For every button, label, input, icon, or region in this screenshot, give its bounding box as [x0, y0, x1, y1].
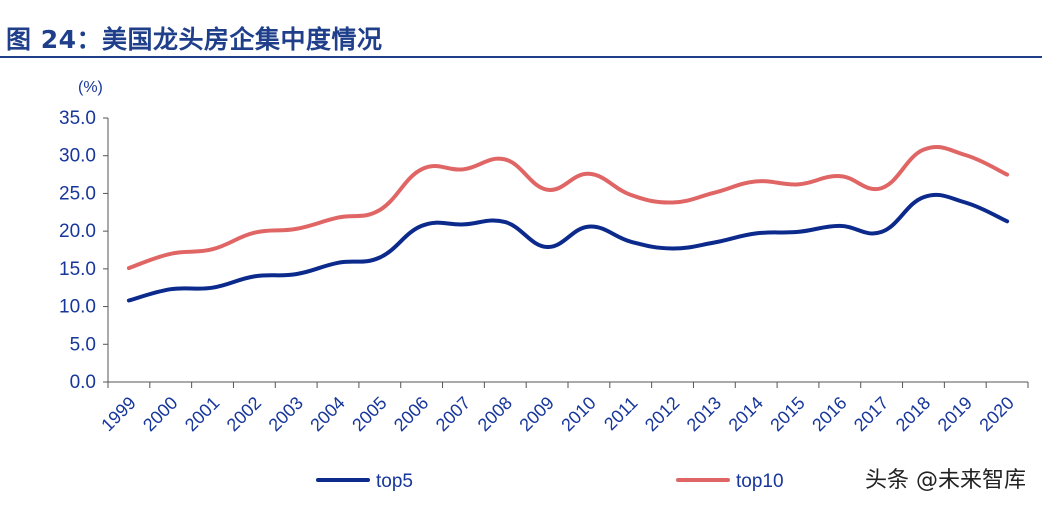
x-tick-label: 2008 — [474, 393, 516, 435]
series-line-top5 — [126, 192, 1010, 303]
watermark: 头条 @未来智库 — [865, 468, 1026, 493]
y-axis-unit-label: (%) — [78, 79, 103, 96]
y-tick-label: 30.0 — [59, 146, 96, 167]
x-axis-ticks: 1999 2000 2001 2002 2003 2004 2005 2006 2007 2008… — [97, 382, 1029, 435]
x-tick-label: 2020 — [975, 393, 1017, 435]
x-tick-label: 2005 — [348, 393, 390, 435]
x-tick-label: 2014 — [725, 393, 767, 435]
x-tick-label: 2002 — [223, 393, 265, 435]
x-tick-label: 2015 — [766, 393, 808, 435]
x-tick-label: 2016 — [808, 393, 850, 435]
legend-label-top5: top5 — [376, 471, 413, 492]
x-tick-label: 2010 — [557, 393, 599, 435]
y-tick-label: 0.0 — [70, 372, 96, 393]
legend-label-top10: top10 — [736, 471, 784, 492]
x-tick-label: 2001 — [181, 393, 223, 435]
x-tick-label: 2006 — [390, 393, 432, 435]
y-tick-label: 35.0 — [59, 108, 96, 129]
y-tick-label: 10.0 — [59, 297, 96, 318]
axes — [107, 118, 1028, 383]
x-tick-label: 2012 — [641, 393, 683, 435]
series-lines — [126, 144, 1010, 303]
x-tick-label: 2018 — [892, 393, 934, 435]
x-tick-label: 2007 — [432, 393, 474, 435]
y-axis-ticks: 0.0 5.0 10.0 15.0 20.0 25.0 30.0 35.0 — [59, 108, 108, 393]
series-line-top10 — [126, 144, 1010, 271]
x-tick-label: 2000 — [139, 393, 181, 435]
legend: top5 top10 — [316, 471, 784, 492]
x-tick-label: 2009 — [515, 393, 557, 435]
x-tick-label: 2017 — [850, 393, 892, 435]
y-tick-label: 15.0 — [59, 259, 96, 280]
x-tick-label: 1999 — [97, 393, 139, 435]
y-tick-label: 5.0 — [70, 334, 96, 355]
x-tick-label: 2003 — [265, 393, 307, 435]
title-divider — [0, 56, 1042, 58]
y-tick-label: 25.0 — [59, 183, 96, 204]
x-tick-label: 2004 — [306, 393, 348, 435]
y-tick-label: 20.0 — [59, 221, 96, 242]
x-tick-label: 2013 — [683, 393, 725, 435]
x-tick-label: 2011 — [600, 393, 642, 435]
chart-title: 图 24：美国龙头房企集中度情况 — [6, 25, 383, 54]
x-tick-label: 2019 — [934, 393, 976, 435]
